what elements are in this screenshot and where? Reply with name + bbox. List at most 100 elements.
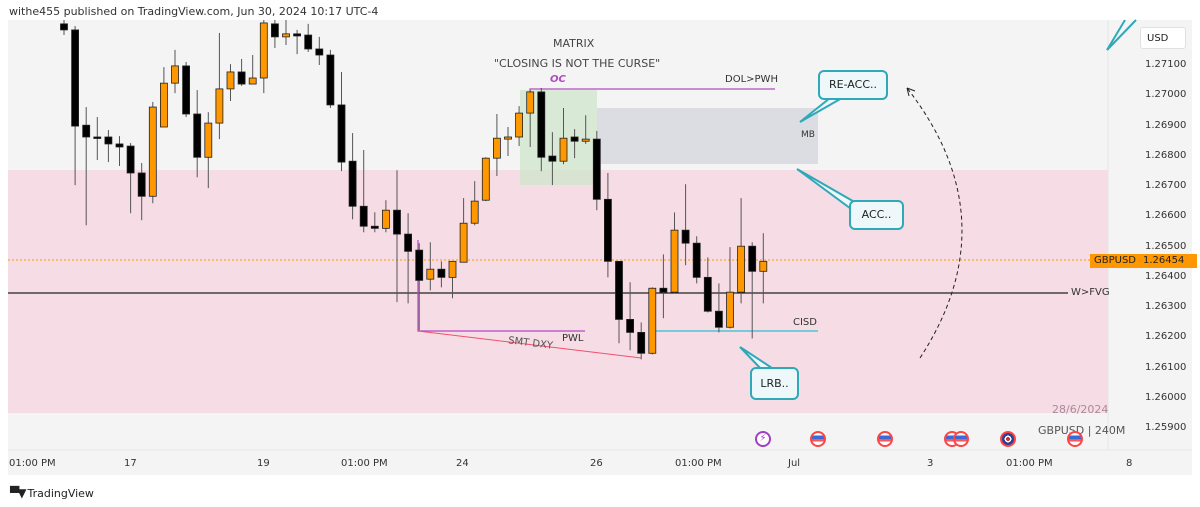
- time-tick: 24: [456, 458, 469, 469]
- candle[interactable]: [148, 106, 157, 197]
- candle[interactable]: [526, 91, 535, 114]
- uk-flag-icon[interactable]: [1000, 431, 1016, 447]
- candle[interactable]: [426, 268, 435, 280]
- candle[interactable]: [748, 245, 757, 272]
- candle[interactable]: [548, 155, 557, 162]
- candle[interactable]: [282, 33, 290, 38]
- lightning-icon[interactable]: ⚡: [755, 431, 771, 447]
- lrb-callout[interactable]: LRB..: [750, 367, 799, 400]
- candle[interactable]: [626, 319, 634, 333]
- candle[interactable]: [448, 260, 457, 278]
- tradingview-logo-icon[interactable]: ▀▼: [10, 486, 27, 500]
- candle[interactable]: [570, 136, 579, 142]
- us-flag-icon[interactable]: [953, 431, 969, 447]
- candle[interactable]: [415, 249, 424, 281]
- candle[interactable]: [193, 113, 202, 158]
- oc-label: OC: [550, 74, 566, 85]
- re-acc-callout[interactable]: RE-ACC..: [818, 70, 888, 100]
- wfvg-label: W>FVG: [1071, 287, 1110, 298]
- candle[interactable]: [304, 34, 313, 50]
- date-label: 28/6/2024: [1052, 403, 1109, 416]
- candle[interactable]: [159, 82, 168, 128]
- candle[interactable]: [481, 157, 490, 201]
- candle[interactable]: [182, 65, 191, 115]
- price-tick: 1.26200: [1145, 331, 1187, 343]
- candle[interactable]: [703, 276, 712, 312]
- price-tick: 1.25900: [1145, 422, 1187, 433]
- footer-brand[interactable]: TradingView: [27, 486, 94, 500]
- time-tick: 01:00 PM: [9, 458, 56, 469]
- candle[interactable]: [759, 260, 768, 272]
- candle[interactable]: [648, 287, 657, 354]
- time-tick: 26: [590, 458, 603, 469]
- mb-box: [597, 108, 818, 164]
- candle[interactable]: [559, 137, 568, 162]
- candle[interactable]: [60, 23, 68, 31]
- candle[interactable]: [404, 233, 413, 252]
- smt-dxy-line[interactable]: [417, 330, 642, 359]
- candle[interactable]: [337, 104, 346, 163]
- candle[interactable]: [270, 23, 279, 38]
- price-tick: 1.26800: [1145, 149, 1187, 161]
- candle[interactable]: [592, 138, 601, 200]
- candle[interactable]: [215, 88, 224, 124]
- candle[interactable]: [248, 77, 257, 85]
- time-tick: 19: [257, 458, 270, 469]
- us-flag-icon[interactable]: [810, 431, 826, 447]
- candle[interactable]: [393, 209, 401, 235]
- candle[interactable]: [71, 29, 79, 127]
- candle[interactable]: [515, 112, 523, 138]
- last-price-tag: 1.26454: [1139, 254, 1197, 268]
- candle[interactable]: [659, 287, 668, 293]
- acc-callout[interactable]: ACC..: [849, 200, 904, 230]
- price-tick: 1.26100: [1145, 361, 1187, 373]
- currency-button[interactable]: USD: [1140, 27, 1186, 49]
- candle[interactable]: [370, 225, 379, 229]
- time-tick: 01:00 PM: [675, 458, 722, 469]
- candle[interactable]: [492, 137, 501, 159]
- candle[interactable]: [204, 122, 213, 158]
- candle[interactable]: [737, 245, 745, 293]
- mb-label: MB: [801, 130, 815, 140]
- cisd-label: CISD: [793, 317, 817, 328]
- candle[interactable]: [104, 136, 113, 145]
- candle[interactable]: [692, 242, 701, 278]
- price-tick: 1.26700: [1145, 180, 1187, 191]
- candle[interactable]: [137, 172, 146, 197]
- candle[interactable]: [293, 33, 302, 37]
- candle[interactable]: [315, 48, 324, 56]
- candle[interactable]: [348, 160, 357, 207]
- candle[interactable]: [326, 54, 335, 106]
- candle[interactable]: [715, 310, 723, 328]
- us-flag-icon[interactable]: [1067, 431, 1083, 447]
- candle[interactable]: [504, 136, 512, 140]
- candle[interactable]: [259, 22, 268, 79]
- candle[interactable]: [115, 143, 124, 148]
- candle[interactable]: [226, 71, 235, 90]
- time-tick: Jul: [788, 458, 801, 469]
- candle[interactable]: [726, 291, 734, 328]
- candle[interactable]: [82, 124, 91, 138]
- candle[interactable]: [537, 91, 546, 158]
- trend-line[interactable]: [1106, 19, 1137, 51]
- candle[interactable]: [604, 198, 612, 262]
- candle[interactable]: [381, 209, 390, 229]
- candle[interactable]: [637, 332, 646, 354]
- candle[interactable]: [615, 260, 623, 320]
- candle[interactable]: [437, 268, 446, 278]
- chart-title: MATRIX: [553, 37, 595, 50]
- candle[interactable]: [581, 138, 590, 142]
- us-flag-icon[interactable]: [877, 431, 893, 447]
- candle[interactable]: [459, 222, 468, 263]
- candle[interactable]: [126, 145, 135, 174]
- candle[interactable]: [171, 65, 179, 84]
- pwl-label: PWL: [562, 333, 584, 344]
- trend-line[interactable]: [1106, 19, 1126, 51]
- candle[interactable]: [681, 229, 690, 244]
- candle[interactable]: [470, 200, 479, 224]
- candle[interactable]: [237, 71, 246, 85]
- candle[interactable]: [93, 136, 102, 139]
- candle[interactable]: [670, 229, 679, 293]
- candle[interactable]: [359, 205, 368, 227]
